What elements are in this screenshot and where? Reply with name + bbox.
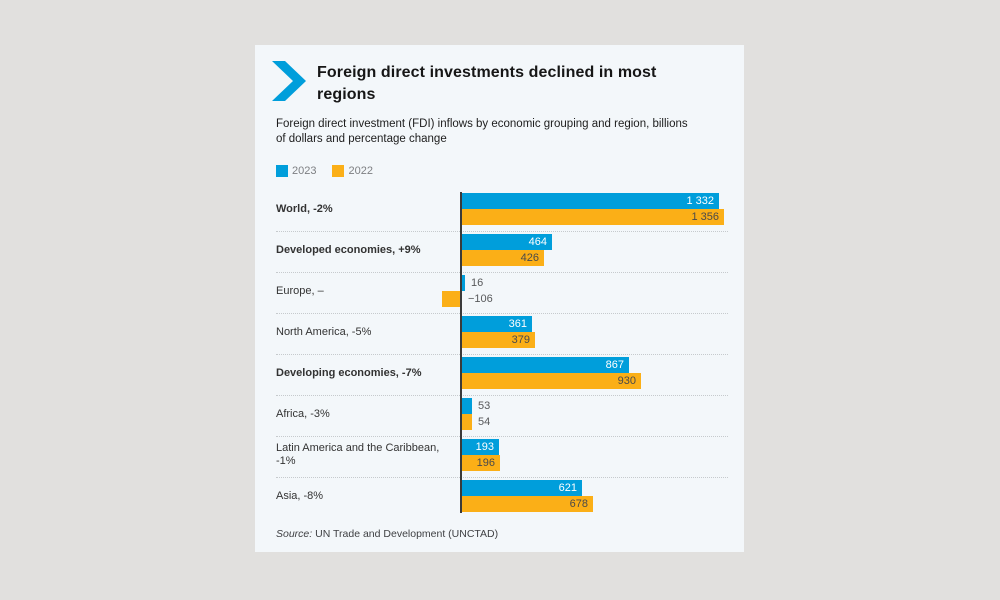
bar-2023: 867 xyxy=(462,357,629,373)
bar-2022: 1 356 xyxy=(462,209,724,225)
bar-value: 16 xyxy=(471,277,484,289)
bar-2023: 193 xyxy=(462,439,499,455)
source-prefix: Source: xyxy=(276,528,313,540)
chart-row: Africa, -3% 53 54 xyxy=(276,396,728,437)
zero-axis-line xyxy=(460,192,462,513)
legend-swatch-2022-icon xyxy=(332,165,345,177)
row-label: Europe, – xyxy=(276,284,324,297)
bar-value: 1 332 xyxy=(686,195,714,207)
chart-row: Developing economies, -7% 867 930 xyxy=(276,355,728,396)
bar-2023 xyxy=(462,275,465,291)
row-label: Latin America and the Caribbean, -1% xyxy=(276,442,440,467)
chart-row: Asia, -8% 621 678 xyxy=(276,478,728,519)
row-label: Africa, -3% xyxy=(276,407,330,420)
bar-value: 678 xyxy=(569,498,588,510)
row-label: Developed economies, +9% xyxy=(276,243,421,256)
chart-title: Foreign direct investments declined in m… xyxy=(317,64,657,103)
chart-row: Europe, – 16 −106 xyxy=(276,273,728,314)
legend-label-2023: 2023 xyxy=(292,165,317,177)
chart-row: Latin America and the Caribbean, -1% 193 1… xyxy=(276,437,728,478)
bar-value: 53 xyxy=(478,400,491,412)
bar-value: 426 xyxy=(520,252,539,264)
bar-value: 361 xyxy=(508,318,527,330)
bar-2023: 621 xyxy=(462,480,582,496)
source-note: Source: UN Trade and Development (UNCTAD… xyxy=(276,528,498,540)
bar-value: 621 xyxy=(558,482,577,494)
bar-2022: 678 xyxy=(462,496,593,512)
bar-2022: 930 xyxy=(462,373,641,389)
bar-2023: 361 xyxy=(462,316,532,332)
row-label: World, -2% xyxy=(276,202,333,215)
bar-value: 464 xyxy=(528,236,547,248)
legend-label-2022: 2022 xyxy=(348,165,373,177)
bar-value: 54 xyxy=(478,416,491,428)
bar-value: 930 xyxy=(617,375,636,387)
chart-row: Developed economies, +9% 464 426 xyxy=(276,232,728,273)
bar-2023 xyxy=(462,398,472,414)
bar-value: 1 356 xyxy=(691,211,719,223)
bar-value: −106 xyxy=(468,293,493,305)
chevron-right-icon xyxy=(272,61,306,101)
bar-2022 xyxy=(462,414,472,430)
bar-2022: 196 xyxy=(462,455,500,471)
bar-2023: 464 xyxy=(462,234,552,250)
chart-legend: 2023 2022 xyxy=(276,165,373,177)
chart-row: World, -2% 1 332 1 356 xyxy=(276,191,728,232)
chart-rows: World, -2% 1 332 1 356 Developed economies,… xyxy=(255,191,744,519)
chart-row: North America, -5% 361 379 xyxy=(276,314,728,355)
bar-2022 xyxy=(442,291,462,307)
bar-2023: 1 332 xyxy=(462,193,719,209)
legend-swatch-2023-icon xyxy=(276,165,288,177)
bar-value: 867 xyxy=(605,359,624,371)
bar-value: 196 xyxy=(476,457,495,469)
chart-card: Foreign direct investments declined in m… xyxy=(255,45,744,552)
source-text: UN Trade and Development (UNCTAD) xyxy=(315,528,499,540)
row-label: Developing economies, -7% xyxy=(276,366,422,379)
legend-item-2022: 2022 xyxy=(332,165,373,177)
legend-item-2023: 2023 xyxy=(276,165,316,177)
bar-value: 379 xyxy=(511,334,530,346)
bar-value: 193 xyxy=(475,441,494,453)
bar-chart: World, -2% 1 332 1 356 Developed economies,… xyxy=(255,191,744,520)
bar-2022: 379 xyxy=(462,332,535,348)
chart-subtitle: Foreign direct investment (FDI) inflows … xyxy=(276,118,688,145)
row-label: Asia, -8% xyxy=(276,489,324,502)
bar-2022: 426 xyxy=(462,250,544,266)
row-label: North America, -5% xyxy=(276,325,372,338)
